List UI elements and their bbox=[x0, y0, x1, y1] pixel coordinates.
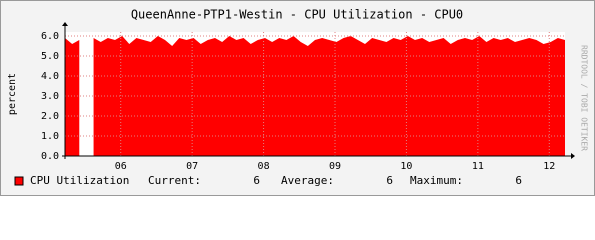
legend-stat-label: Current: bbox=[148, 174, 201, 187]
x-tick-label: 08 bbox=[258, 161, 270, 172]
y-tick-label: 0.0 bbox=[41, 151, 59, 162]
y-axis-label: percent bbox=[7, 73, 18, 115]
x-axis-arrow bbox=[571, 153, 575, 159]
side-text: RRDTOOL / TOBI OETIKER bbox=[580, 45, 589, 151]
legend-swatch bbox=[14, 176, 24, 186]
y-tick-label: 3.0 bbox=[41, 91, 59, 102]
y-tick-label: 6.0 bbox=[41, 31, 59, 42]
x-tick-label: 06 bbox=[115, 161, 127, 172]
legend-label: CPU Utilization bbox=[30, 174, 129, 187]
chart-title: QueenAnne-PTP1-Westin - CPU Utilization … bbox=[131, 8, 463, 22]
y-axis-arrow bbox=[62, 22, 68, 26]
x-tick-label: 07 bbox=[186, 161, 198, 172]
chart: QueenAnne-PTP1-Westin - CPU Utilization … bbox=[0, 0, 595, 196]
x-tick-label: 10 bbox=[400, 161, 412, 172]
legend-stat-value: 6 bbox=[253, 174, 260, 187]
legend-stat-value: 6 bbox=[386, 174, 393, 187]
x-tick-label: 11 bbox=[472, 161, 484, 172]
y-tick-label: 2.0 bbox=[41, 111, 59, 122]
legend-stat-label: Average: bbox=[281, 174, 334, 187]
y-tick-label: 5.0 bbox=[41, 51, 59, 62]
y-tick-label: 4.0 bbox=[41, 71, 59, 82]
page: QueenAnne-PTP1-Westin - CPU Utilization … bbox=[0, 0, 595, 196]
legend-stat-label: Maximum: bbox=[410, 174, 463, 187]
x-tick-label: 12 bbox=[543, 161, 555, 172]
x-tick-label: 09 bbox=[329, 161, 341, 172]
legend-stat-value: 6 bbox=[515, 174, 522, 187]
y-tick-label: 1.0 bbox=[41, 131, 59, 142]
